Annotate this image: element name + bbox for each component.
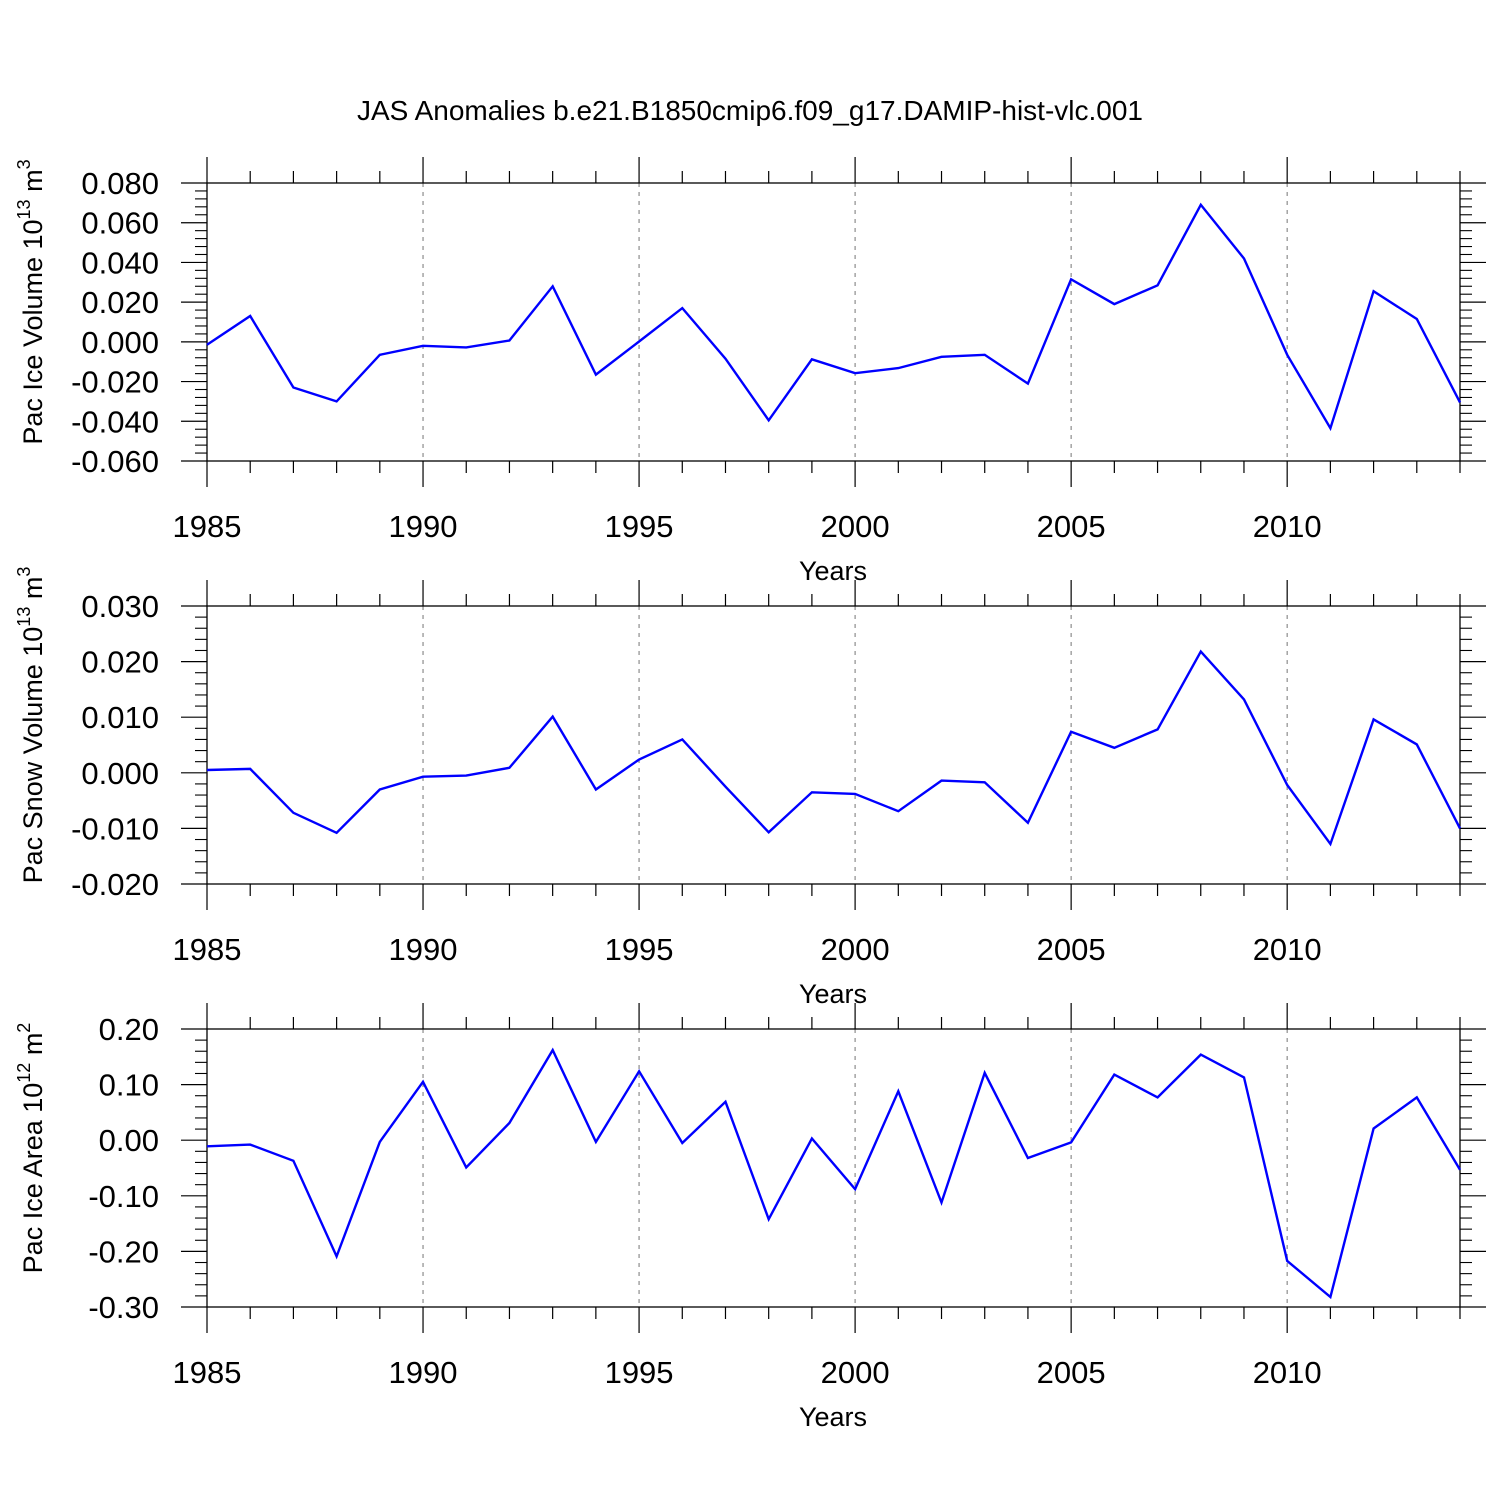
series-line	[206, 202, 1462, 432]
x-tick-label: 2005	[1037, 1355, 1106, 1390]
y-tick-label: 0.000	[81, 756, 159, 791]
y-axis-label-unit-exponent: 3	[14, 159, 34, 169]
x-tick-label: 1990	[389, 509, 458, 544]
x-tick-label: 1985	[173, 1355, 242, 1390]
plot-frame	[206, 182, 1461, 462]
panel-3: 0.20 0.10 0.00 -0.10 -0.20 -0.30 1985 1990 1995 2…	[14, 1003, 1486, 1432]
x-tick-label: 1995	[605, 509, 674, 544]
y-tick-label: -0.060	[71, 444, 159, 479]
plot-frame	[206, 605, 1461, 885]
series-line	[206, 649, 1462, 847]
x-tick-label: 2000	[821, 932, 890, 967]
y-axis-label-exponent: 13	[14, 199, 34, 219]
y-axis-label-unit: m	[18, 169, 48, 199]
y-tick-label: 0.00	[99, 1123, 159, 1158]
x-tick-label: 1995	[605, 932, 674, 967]
x-tick-label: 2010	[1253, 509, 1322, 544]
y-axis-label: Pac Ice Area 1012 m2	[14, 1023, 48, 1274]
y-axis-label-text: Pac Ice Area 10	[18, 1083, 48, 1274]
x-tick-label: 1985	[173, 932, 242, 967]
x-tick-label: 2010	[1253, 932, 1322, 967]
x-tick-label: 2010	[1253, 1355, 1322, 1390]
x-axis-label: Years	[799, 1402, 867, 1432]
y-tick-label: -0.020	[71, 867, 159, 902]
panel-1: 0.080 0.060 0.040 0.020 0.000 -0.020 -0.040 -0.…	[14, 157, 1486, 586]
y-axis-label-exponent: 12	[14, 1063, 34, 1083]
y-axis-label: Pac Ice Volume 1013 m3	[14, 159, 48, 444]
x-tick-label: 1990	[389, 1355, 458, 1390]
x-axis-label: Years	[799, 979, 867, 1009]
y-axis-label-text: Pac Snow Volume 10	[18, 627, 48, 884]
y-tick-label: -0.10	[88, 1179, 159, 1214]
x-tick-label: 2000	[821, 509, 890, 544]
x-tick-label: 2005	[1037, 932, 1106, 967]
figure-title: JAS Anomalies b.e21.B1850cmip6.f09_g17.D…	[357, 95, 1143, 126]
y-tick-label: 0.040	[81, 245, 159, 280]
series-line	[206, 1047, 1462, 1300]
y-axis-label-exponent: 13	[14, 607, 34, 627]
y-tick-label: 0.020	[81, 285, 159, 320]
y-tick-label: 0.060	[81, 206, 159, 241]
y-tick-label: 0.010	[81, 700, 159, 735]
y-tick-label: -0.20	[88, 1234, 159, 1269]
y-axis-label-unit: m	[18, 1033, 48, 1063]
y-tick-label: -0.010	[71, 811, 159, 846]
x-tick-label: 1990	[389, 932, 458, 967]
y-axis-label: Pac Snow Volume 1013 m3	[14, 567, 48, 884]
x-tick-label: 2000	[821, 1355, 890, 1390]
x-tick-label: 1985	[173, 509, 242, 544]
y-axis-label-unit-exponent: 2	[14, 1023, 34, 1033]
panels: 0.080 0.060 0.040 0.020 0.000 -0.020 -0.040 -0.…	[14, 157, 1486, 1432]
y-axis-label-text: Pac Ice Volume 10	[18, 219, 48, 444]
y-axis-label-unit-exponent: 3	[14, 567, 34, 577]
y-axis-label-unit: m	[18, 577, 48, 607]
x-tick-label: 2005	[1037, 509, 1106, 544]
y-tick-label: 0.20	[99, 1012, 159, 1047]
y-tick-label: 0.020	[81, 645, 159, 680]
y-tick-label: -0.040	[71, 404, 159, 439]
x-tick-label: 1995	[605, 1355, 674, 1390]
y-tick-label: 0.10	[99, 1068, 159, 1103]
y-tick-label: 0.080	[81, 166, 159, 201]
y-tick-label: -0.020	[71, 365, 159, 400]
y-tick-label: 0.000	[81, 325, 159, 360]
x-axis-label: Years	[799, 556, 867, 586]
y-tick-label: 0.030	[81, 589, 159, 624]
y-tick-label: -0.30	[88, 1290, 159, 1325]
panel-2: 0.030 0.020 0.010 0.000 -0.010 -0.020 1985 1990…	[14, 567, 1486, 1009]
